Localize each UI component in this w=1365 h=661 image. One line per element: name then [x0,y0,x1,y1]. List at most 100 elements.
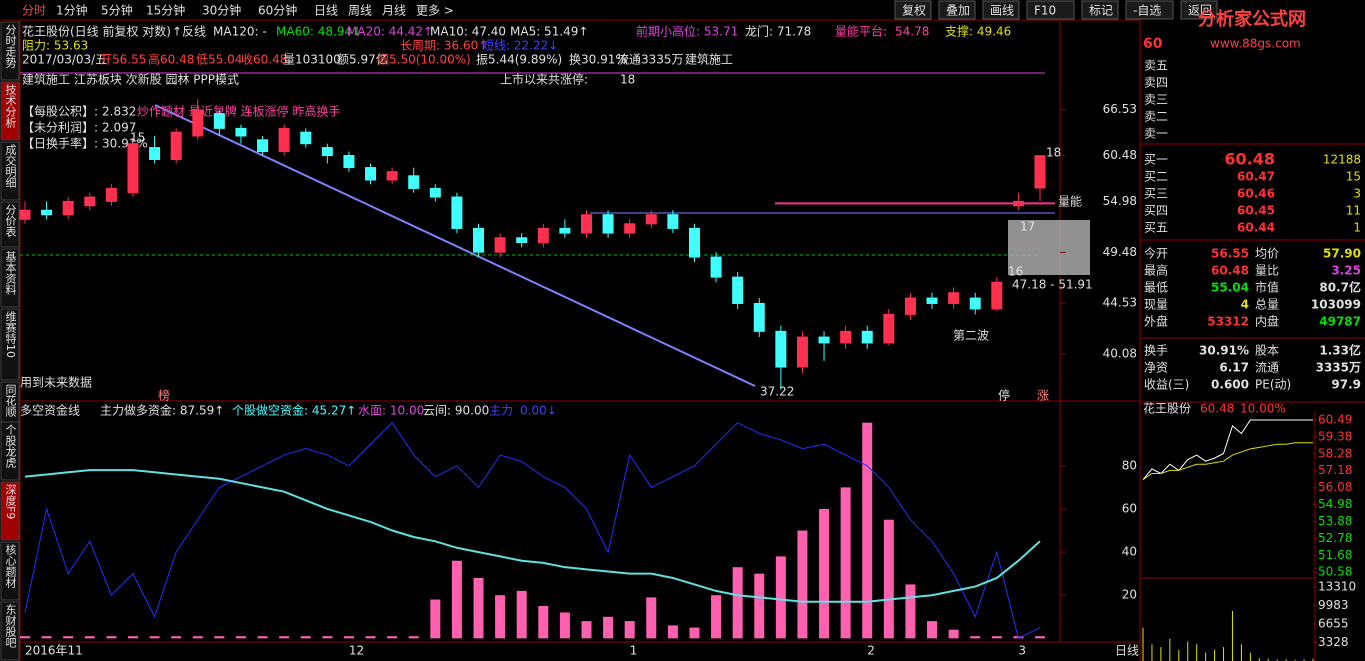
side-tab[interactable] [0,141,20,201]
side-tab-label[interactable]: 核心题材 [4,543,17,588]
buy-label: 买二 [1144,170,1168,184]
buy-price: 60.45 [1237,204,1275,218]
side-tab[interactable] [0,421,20,481]
stat-label: 最高 [1144,263,1168,278]
candle-body [170,131,182,160]
side-tab-label[interactable]: 深度F9 [4,484,17,520]
candle-body [300,131,312,145]
side-tab[interactable] [0,308,20,381]
side-tab-label[interactable]: 维赛特10 [4,311,17,358]
period-tab[interactable]: 月线 [382,4,406,18]
bar [451,560,462,639]
mini-avg [1142,442,1313,481]
y-tick-label: 60 [1122,501,1137,515]
toolbar-button-label[interactable]: 复权 [902,4,926,18]
bar [127,636,138,639]
candle-body [969,297,981,310]
side-tab[interactable] [0,541,20,601]
y-tick-label: 56.08 [1318,480,1352,494]
buy-price: 60.48 [1224,150,1275,169]
bar [646,597,657,639]
annotation: 第二波 [953,329,989,343]
y-tick-label: 52.78 [1318,531,1352,545]
quote-item: 流通3335万 [617,53,684,67]
side-tab[interactable] [0,248,20,308]
candle-body [41,209,53,216]
indicator-header: 云间: 90.00 [423,404,489,418]
sell-label: 卖五 [1144,59,1168,73]
stat-value: 4 [1241,298,1249,312]
toolbar-button[interactable] [982,0,1020,20]
side-tab[interactable] [0,21,20,81]
side-tab-label[interactable]: 基本资料 [4,251,17,296]
side-tab[interactable] [0,201,20,248]
candle-body [537,227,549,244]
side-tab[interactable] [0,481,20,541]
annotation: 17 [1020,220,1035,234]
quote-item: 建筑施工 [685,52,733,67]
buy-volume: 3 [1353,187,1361,201]
candle-body [688,227,700,258]
stat-label: PE(动) [1255,378,1291,392]
buy-volume: 12188 [1323,153,1361,167]
header-item: MA20: 44.42↑ [347,25,433,39]
bar [300,636,311,639]
side-tab-label[interactable]: 个股龙虎 [4,424,17,468]
period-tab[interactable]: 5分钟 [101,3,133,18]
stat-value: 3.25 [1331,264,1361,278]
side-tab-label[interactable]: 同花顺 [4,384,17,418]
limit-up-value: 18 [620,73,635,87]
date-tab[interactable]: 日线 [1115,644,1139,658]
side-tab-label[interactable]: 东财股吧 [4,604,17,648]
header-item: MA10: 47.40 [430,25,506,39]
candle-body [840,330,852,344]
toolbar-button-label[interactable]: 标记 [1089,4,1113,18]
bar [905,584,916,639]
stat-value: 1.33亿 [1319,343,1361,358]
bar [689,627,700,639]
toolbar-button[interactable] [1180,0,1218,20]
period-tab[interactable]: 60分钟 [258,3,297,18]
toolbar-button[interactable] [894,0,932,20]
bar [63,636,74,639]
buy-volume: 11 [1346,204,1361,218]
side-tab[interactable] [0,601,20,661]
side-tab-label[interactable]: 分价表 [4,204,17,238]
bar [408,636,419,639]
period-tab[interactable]: 分时 [22,4,46,18]
toolbar-button-label[interactable]: -自选 [1133,4,1161,18]
candle-body [602,214,614,234]
side-tab[interactable] [0,81,20,141]
stat-value: 53312 [1207,315,1249,329]
period-tab[interactable]: 15分钟 [146,3,185,18]
side-tab-label[interactable]: 技术分析 [4,84,17,129]
side-tab-label[interactable]: 成交明细 [4,144,17,188]
candle-body [19,209,31,220]
bar [343,636,354,639]
quote-item: 幅5.50(10.00%) [377,52,471,67]
y-tick-label: 59.38 [1318,429,1352,443]
bar [1035,636,1045,639]
toolbar-button[interactable] [938,0,976,20]
period-tab[interactable]: 日线 [314,4,338,18]
toolbar-button[interactable] [1081,0,1119,20]
toolbar-button[interactable] [1125,0,1174,20]
toolbar-button-label[interactable]: 返回 [1188,4,1212,18]
side-tab-label[interactable]: 分时走势 [4,24,17,68]
quote-item: 量103100 [283,53,341,67]
toolbar-button-label[interactable]: 叠加 [946,4,970,18]
period-tab[interactable]: 30分钟 [202,3,241,18]
stock-code: 60 [1143,36,1163,52]
quote-item: 换30.91% [569,53,627,67]
blue-line [24,421,1041,640]
toolbar-button-label[interactable]: F10 [1034,4,1056,18]
period-tab[interactable]: 更多 > [416,4,454,18]
bar [775,556,786,639]
period-tab[interactable]: 1分钟 [56,3,88,18]
toolbar-button[interactable] [1026,0,1075,20]
candle-body [775,330,787,368]
period-tab[interactable]: 周线 [348,4,372,18]
candle-body [883,313,895,344]
toolbar-button-label[interactable]: 画线 [990,4,1014,18]
indicator-header: 主力做多资金: 87.59↑ [100,403,224,418]
